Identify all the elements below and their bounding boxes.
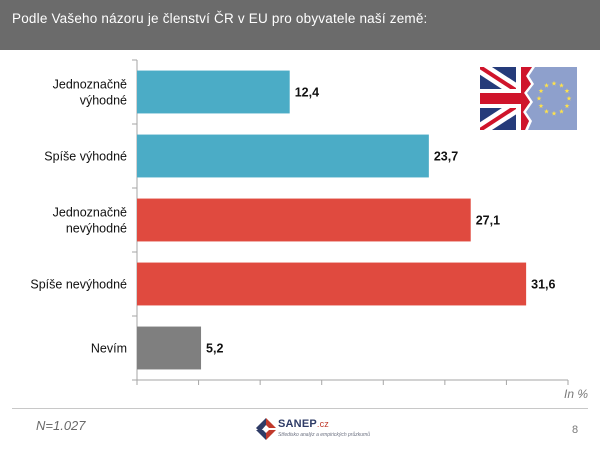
page-title: Podle Vašeho názoru je členství ČR v EU … — [12, 11, 428, 26]
category-label: Spíše nevýhodné — [30, 278, 127, 292]
data-label: 31,6 — [531, 278, 555, 292]
logo-name: SANEP.cz — [278, 418, 330, 430]
star-icon — [564, 103, 570, 109]
star-icon — [566, 95, 572, 101]
sanep-logo: SANEP.cz Středisko analýz a empirických … — [256, 416, 370, 446]
star-icon — [544, 82, 549, 88]
star-icon — [538, 103, 544, 109]
bar — [137, 326, 202, 370]
bar — [137, 70, 290, 114]
category-label: Nevím — [91, 342, 127, 356]
category-label: Jednoznačně výhodné — [53, 78, 127, 108]
uk-eu-torn-flag-icon — [480, 67, 577, 130]
bar-chart: 12,4 Jednoznačně výhodné 23,7 Spíše výhodné 2… — [30, 59, 588, 401]
star-icon — [551, 80, 557, 86]
page-number: 8 — [572, 424, 579, 436]
data-label: 12,4 — [295, 86, 319, 100]
star-icon — [564, 88, 570, 94]
logo-tagline: Středisko analýz a empirických průzkumů — [278, 432, 370, 438]
footer-divider — [12, 408, 588, 409]
data-label: 23,7 — [434, 150, 458, 164]
star-icon — [559, 82, 564, 88]
sanep-logo-icon — [256, 418, 276, 440]
category-label: Jednoznačně nevýhodné — [53, 206, 127, 236]
star-icon — [559, 108, 564, 114]
page-header: Podle Vašeho názoru je členství ČR v EU … — [0, 0, 600, 50]
bar — [137, 262, 527, 306]
bar — [137, 198, 471, 242]
data-label: 27,1 — [476, 214, 500, 228]
star-icon — [538, 88, 544, 94]
category-label: Spíše výhodné — [44, 150, 127, 164]
bar — [137, 134, 429, 178]
star-icon — [536, 95, 542, 101]
data-label: 5,2 — [206, 342, 223, 356]
star-icon — [544, 108, 549, 114]
sample-size: N=1.027 — [36, 418, 86, 433]
unit-label: In % — [564, 387, 588, 401]
star-icon — [551, 110, 557, 116]
